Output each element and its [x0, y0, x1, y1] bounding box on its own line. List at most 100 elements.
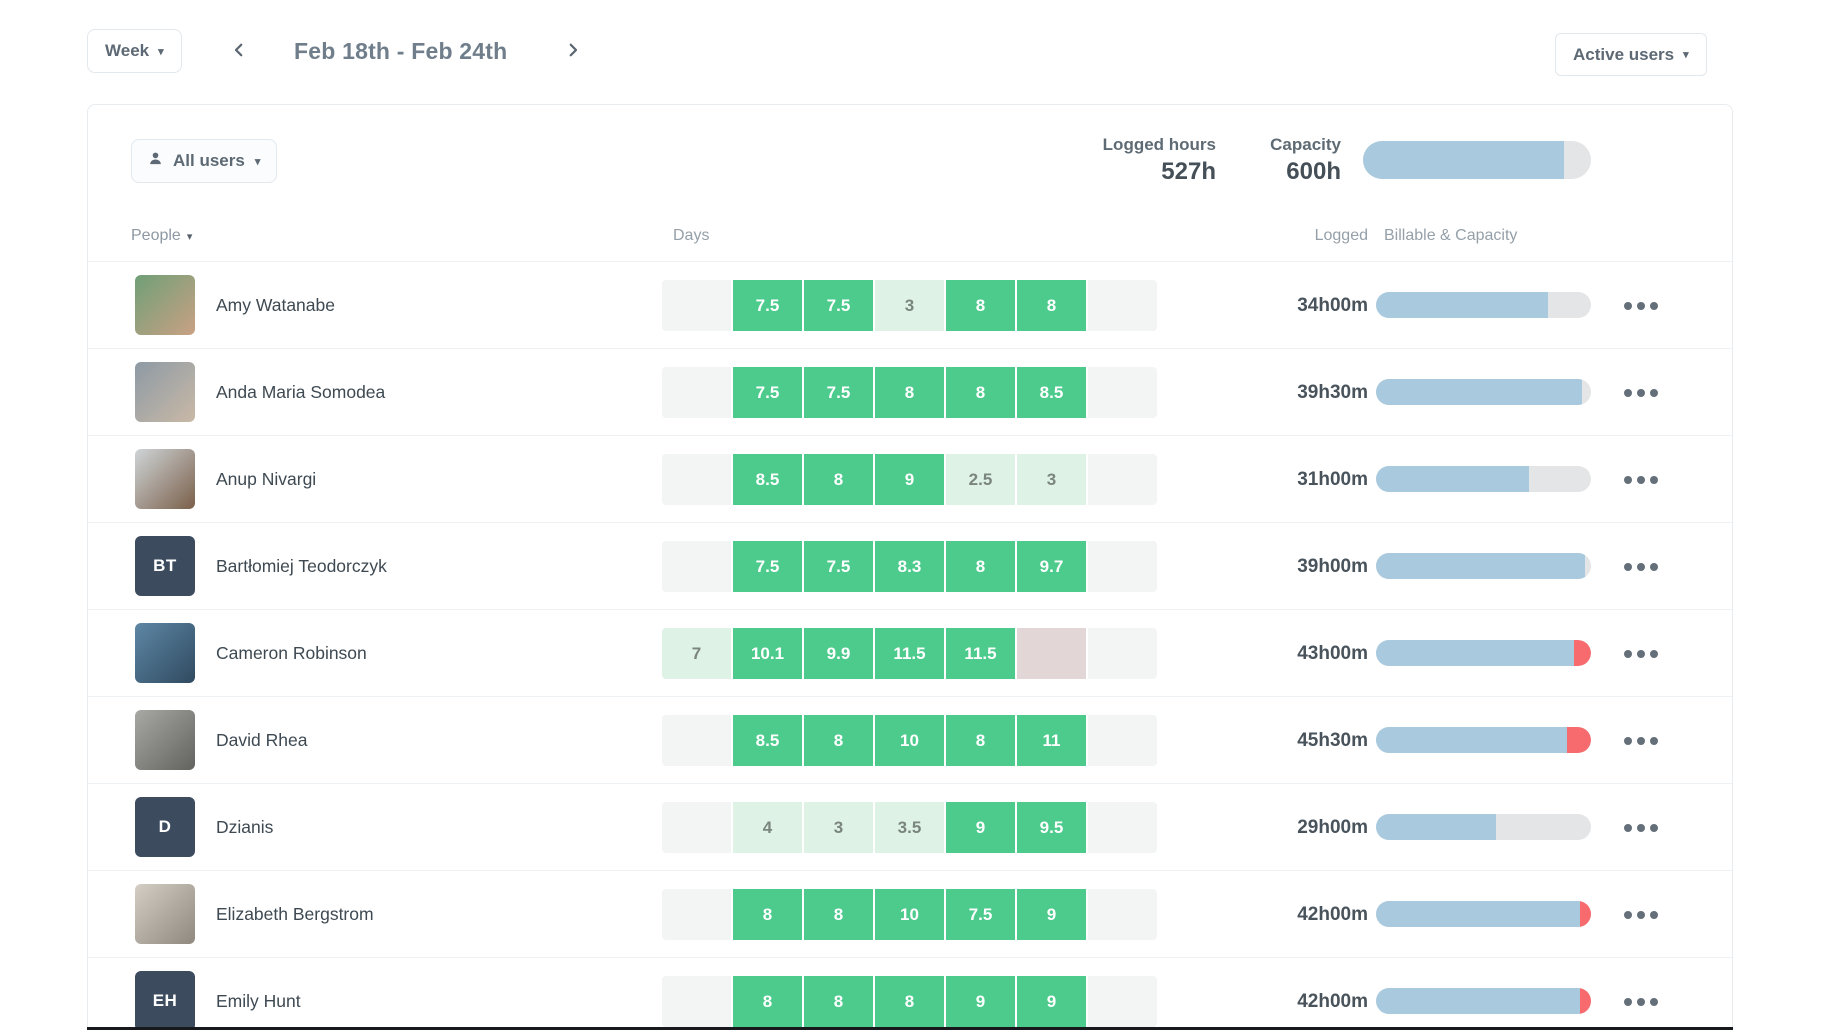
day-cell[interactable]: [662, 280, 731, 331]
row-menu-button[interactable]: [1611, 349, 1671, 436]
day-cell[interactable]: 8: [804, 976, 873, 1027]
day-cell[interactable]: 3: [875, 280, 944, 331]
day-cell[interactable]: 8.5: [1017, 367, 1086, 418]
day-cell[interactable]: 9: [1017, 889, 1086, 940]
day-cell[interactable]: 11: [1017, 715, 1086, 766]
day-cell[interactable]: 3: [1017, 454, 1086, 505]
day-cell[interactable]: 10.1: [733, 628, 802, 679]
ellipsis-icon: [1650, 910, 1658, 919]
day-cell[interactable]: 3.5: [875, 802, 944, 853]
day-cell[interactable]: 8: [804, 715, 873, 766]
capacity-bar-billable-segment: [1376, 640, 1574, 666]
day-cell[interactable]: 7.5: [946, 889, 1015, 940]
capacity-bar-overtime-segment: [1580, 901, 1591, 927]
prev-week-button[interactable]: [222, 34, 256, 68]
day-cell[interactable]: 8: [946, 541, 1015, 592]
person-name[interactable]: Anup Nivargi: [216, 469, 317, 489]
ellipsis-icon: [1624, 475, 1632, 484]
all-users-filter[interactable]: All users ▾: [131, 139, 278, 183]
day-cell[interactable]: 7.5: [804, 541, 873, 592]
day-cell[interactable]: [662, 976, 731, 1027]
table-row: Elizabeth Bergstrom 8 8 10 7.5 9 42h00m: [88, 870, 1732, 957]
person-name[interactable]: Bartłomiej Teodorczyk: [216, 556, 387, 576]
day-cell[interactable]: [1088, 889, 1157, 940]
day-cell[interactable]: 7: [662, 628, 731, 679]
day-cell[interactable]: 8.5: [733, 715, 802, 766]
day-cell[interactable]: [662, 889, 731, 940]
chevron-left-icon: [230, 41, 248, 62]
logged-value: 39h30m: [1297, 381, 1368, 403]
day-cell[interactable]: [1088, 541, 1157, 592]
day-cell[interactable]: 8.5: [733, 454, 802, 505]
day-cell[interactable]: [1088, 367, 1157, 418]
people-column-header[interactable]: People ▾: [131, 227, 192, 245]
day-cell[interactable]: [1017, 628, 1086, 679]
day-cell[interactable]: 3: [804, 802, 873, 853]
day-cell[interactable]: [1088, 715, 1157, 766]
day-cell[interactable]: 9: [946, 802, 1015, 853]
ellipsis-icon: [1624, 736, 1632, 745]
day-cell[interactable]: 11.5: [875, 628, 944, 679]
person-name[interactable]: Amy Watanabe: [216, 295, 335, 315]
day-cell[interactable]: [1088, 454, 1157, 505]
person-name[interactable]: Elizabeth Bergstrom: [216, 904, 374, 924]
day-cell[interactable]: 8: [946, 715, 1015, 766]
day-cell[interactable]: 10: [875, 889, 944, 940]
person-name[interactable]: David Rhea: [216, 730, 308, 750]
row-menu-button[interactable]: [1611, 697, 1671, 784]
day-cell[interactable]: 2.5: [946, 454, 1015, 505]
day-cell[interactable]: [662, 802, 731, 853]
day-cell[interactable]: [662, 541, 731, 592]
day-cell[interactable]: [662, 454, 731, 505]
day-cell[interactable]: 8: [733, 976, 802, 1027]
day-cell[interactable]: 7.5: [804, 280, 873, 331]
row-menu-button[interactable]: [1611, 784, 1671, 871]
billable-capacity-bar: [1376, 901, 1591, 927]
day-cell[interactable]: 10: [875, 715, 944, 766]
row-menu-button[interactable]: [1611, 610, 1671, 697]
day-cell[interactable]: 8: [804, 889, 873, 940]
day-cell[interactable]: 8: [1017, 280, 1086, 331]
day-cell[interactable]: [1088, 976, 1157, 1027]
row-menu-button[interactable]: [1611, 958, 1671, 1027]
day-cell[interactable]: 9.7: [1017, 541, 1086, 592]
day-cell[interactable]: [662, 367, 731, 418]
day-cell[interactable]: 8: [875, 367, 944, 418]
day-cell[interactable]: 7.5: [733, 280, 802, 331]
day-cell[interactable]: 11.5: [946, 628, 1015, 679]
capacity-bar-billable-segment: [1376, 727, 1568, 753]
day-cell[interactable]: 9.9: [804, 628, 873, 679]
row-menu-button[interactable]: [1611, 523, 1671, 610]
person-name[interactable]: Emily Hunt: [216, 991, 301, 1011]
logged-value: 42h00m: [1297, 990, 1368, 1012]
next-week-button[interactable]: [556, 34, 590, 68]
day-cell[interactable]: 8: [804, 454, 873, 505]
row-menu-button[interactable]: [1611, 436, 1671, 523]
billable-capacity-bar: [1376, 466, 1591, 492]
day-cell[interactable]: 7.5: [733, 367, 802, 418]
user-status-filter[interactable]: Active users ▾: [1555, 33, 1707, 76]
day-cell[interactable]: 7.5: [733, 541, 802, 592]
day-cell[interactable]: [1088, 628, 1157, 679]
day-cell[interactable]: 8: [946, 280, 1015, 331]
day-cell[interactable]: 9: [875, 454, 944, 505]
day-cell[interactable]: 7.5: [804, 367, 873, 418]
day-cell[interactable]: 4: [733, 802, 802, 853]
period-selector[interactable]: Week ▾: [87, 29, 182, 73]
day-cell[interactable]: 8: [946, 367, 1015, 418]
day-cell[interactable]: 8: [733, 889, 802, 940]
day-cell[interactable]: 9.5: [1017, 802, 1086, 853]
day-cell[interactable]: [1088, 280, 1157, 331]
day-cell[interactable]: 8.3: [875, 541, 944, 592]
person-name[interactable]: Cameron Robinson: [216, 643, 367, 663]
person-name[interactable]: Anda Maria Somodea: [216, 382, 386, 402]
row-menu-button[interactable]: [1611, 871, 1671, 958]
day-cell[interactable]: 9: [1017, 976, 1086, 1027]
total-capacity-bar: [1363, 141, 1591, 179]
day-cell[interactable]: [662, 715, 731, 766]
day-cell[interactable]: 9: [946, 976, 1015, 1027]
person-name[interactable]: Dzianis: [216, 817, 274, 837]
day-cell[interactable]: 8: [875, 976, 944, 1027]
row-menu-button[interactable]: [1611, 262, 1671, 349]
day-cell[interactable]: [1088, 802, 1157, 853]
